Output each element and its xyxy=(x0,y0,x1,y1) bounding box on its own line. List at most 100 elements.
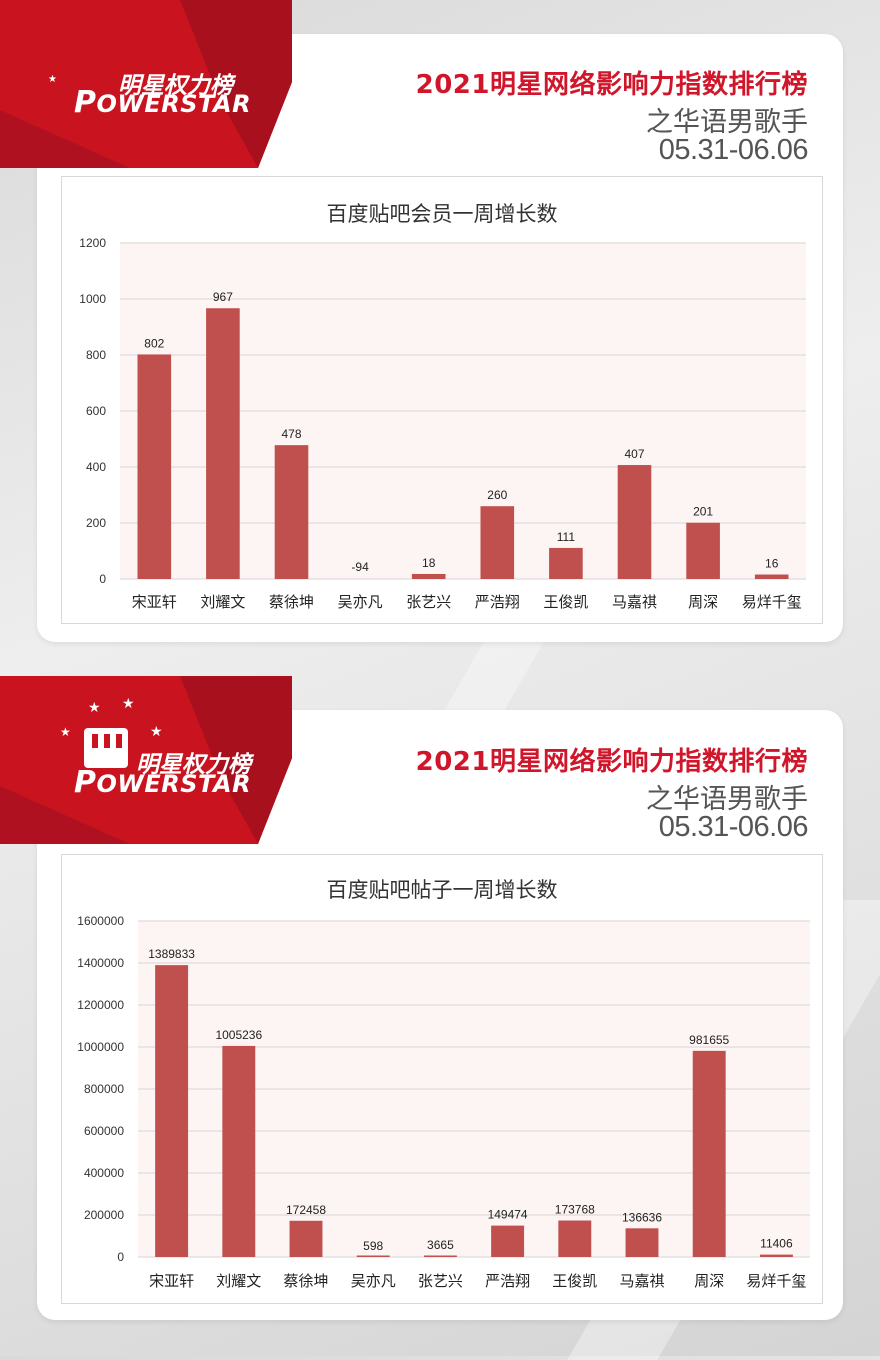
data-label: 201 xyxy=(693,505,713,519)
page-subtitle: 之华语男歌手 xyxy=(646,107,808,138)
y-tick-label: 1000 xyxy=(79,292,106,306)
x-category-label: 张艺兴 xyxy=(406,593,451,611)
bar xyxy=(625,1228,659,1257)
bar xyxy=(206,308,240,579)
brand-name-cn: 明星权力榜 xyxy=(136,752,251,778)
x-category-label: 马嘉祺 xyxy=(612,593,657,611)
star-icon: ★ xyxy=(122,696,135,712)
x-category-label: 马嘉祺 xyxy=(619,1272,664,1290)
x-category-label: 易烊千玺 xyxy=(746,1272,806,1290)
data-label: 981655 xyxy=(689,1033,729,1047)
data-label: 173768 xyxy=(555,1203,595,1217)
star-icon: ★ xyxy=(48,74,57,85)
y-tick-label: 800000 xyxy=(84,1082,124,1096)
x-category-label: 刘耀文 xyxy=(216,1272,261,1290)
x-category-label: 宋亚轩 xyxy=(132,593,177,611)
data-label: 16 xyxy=(765,557,779,571)
data-label: 3665 xyxy=(427,1238,454,1252)
data-label: 172458 xyxy=(286,1203,326,1217)
chart-member-growth: 百度贴吧会员一周增长数 0 200 400 600 800 1000 1200 802 宋亚轩 96… xyxy=(61,176,823,624)
bar xyxy=(558,1220,592,1257)
bar xyxy=(411,573,446,579)
logo-p-icon: P xyxy=(74,85,97,120)
data-label: 136636 xyxy=(622,1210,662,1224)
brand-banner: ★ ★ ★ ★ xyxy=(0,676,292,844)
y-tick-label: 1200000 xyxy=(77,998,124,1012)
y-tick-label: 600000 xyxy=(84,1124,124,1138)
x-category-label: 吴亦凡 xyxy=(338,593,383,611)
bar xyxy=(155,965,189,1257)
data-label: 478 xyxy=(281,427,301,441)
bar xyxy=(423,1255,457,1257)
x-category-label: 王俊凯 xyxy=(543,593,588,611)
x-category-label: 王俊凯 xyxy=(552,1272,597,1290)
y-tick-label: 400000 xyxy=(84,1166,124,1180)
logo-p-icon: P xyxy=(74,765,97,800)
y-tick-label: 200 xyxy=(86,516,106,530)
y-tick-label: 600 xyxy=(86,404,106,418)
data-label: 1389833 xyxy=(148,947,195,961)
page-title: 2021明星网络影响力指数排行榜 xyxy=(415,747,808,777)
bar xyxy=(754,574,789,579)
x-category-label: 周深 xyxy=(694,1272,724,1290)
y-tick-label: 0 xyxy=(99,572,106,586)
x-category-label: 严浩翔 xyxy=(485,1272,530,1290)
chart-post-growth: 百度贴吧帖子一周增长数 0 200000 400000 600000 800000 1000… xyxy=(61,854,823,1304)
data-label: 407 xyxy=(624,447,644,461)
brand-name-en: POWERSTAR xyxy=(74,85,252,120)
y-tick-label: 1600000 xyxy=(77,914,124,928)
x-category-label: 吴亦凡 xyxy=(351,1272,396,1290)
y-tick-label: 800 xyxy=(86,348,106,362)
y-tick-label: 1200 xyxy=(79,236,106,250)
bar xyxy=(617,465,652,579)
data-label: -94 xyxy=(351,560,369,574)
x-category-label: 刘耀文 xyxy=(200,593,245,611)
y-tick-label: 0 xyxy=(117,1250,124,1264)
chart-title: 百度贴吧会员一周增长数 xyxy=(327,202,558,226)
star-icon: ★ xyxy=(150,724,163,740)
brand-name-en: POWERSTAR xyxy=(74,765,252,800)
y-tick-label: 1000000 xyxy=(77,1040,124,1054)
data-label: 111 xyxy=(557,530,576,544)
bar xyxy=(692,1050,726,1257)
data-label: 1005236 xyxy=(215,1028,262,1042)
x-category-label: 蔡徐坤 xyxy=(269,593,314,611)
chart-svg: 百度贴吧会员一周增长数 0 200 400 600 800 1000 1200 802 宋亚轩 96… xyxy=(79,202,806,611)
bar xyxy=(137,354,172,579)
x-category-label: 宋亚轩 xyxy=(149,1272,194,1290)
page-title: 2021明星网络影响力指数排行榜 xyxy=(415,70,808,100)
bar xyxy=(222,1045,256,1257)
bar xyxy=(491,1225,525,1257)
bar xyxy=(289,1220,323,1257)
star-icon: ★ xyxy=(60,725,71,739)
x-category-label: 周深 xyxy=(688,593,718,611)
data-label: 598 xyxy=(363,1239,383,1253)
brand-name-cn: 明星权力榜 xyxy=(118,73,233,99)
bar xyxy=(549,547,583,579)
x-category-label: 蔡徐坤 xyxy=(283,1272,328,1290)
bar xyxy=(686,522,720,579)
data-label: 802 xyxy=(144,336,164,350)
page-subtitle: 之华语男歌手 xyxy=(646,784,808,815)
x-category-label: 易烊千玺 xyxy=(742,593,802,611)
chart-title: 百度贴吧帖子一周增长数 xyxy=(327,878,558,902)
brand-banner: ★ xyxy=(0,0,292,168)
star-icon: ★ xyxy=(88,700,101,716)
date-range: 05.31-06.06 xyxy=(658,811,809,843)
chart-svg: 百度贴吧帖子一周增长数 0 200000 400000 600000 800000 1000… xyxy=(77,878,810,1290)
bar xyxy=(274,445,309,579)
x-category-label: 张艺兴 xyxy=(418,1272,463,1290)
data-label: 18 xyxy=(422,556,436,570)
data-label: 260 xyxy=(487,488,507,502)
y-tick-label: 400 xyxy=(86,460,106,474)
data-label: 967 xyxy=(213,290,233,304)
bar xyxy=(356,1255,390,1257)
bar xyxy=(480,506,515,579)
y-tick-label: 200000 xyxy=(84,1208,124,1222)
data-label: 149474 xyxy=(488,1208,528,1222)
x-category-label: 严浩翔 xyxy=(475,593,520,611)
date-range: 05.31-06.06 xyxy=(658,134,809,166)
data-label: 11406 xyxy=(760,1237,793,1251)
bar xyxy=(759,1254,793,1257)
y-tick-label: 1400000 xyxy=(77,956,124,970)
